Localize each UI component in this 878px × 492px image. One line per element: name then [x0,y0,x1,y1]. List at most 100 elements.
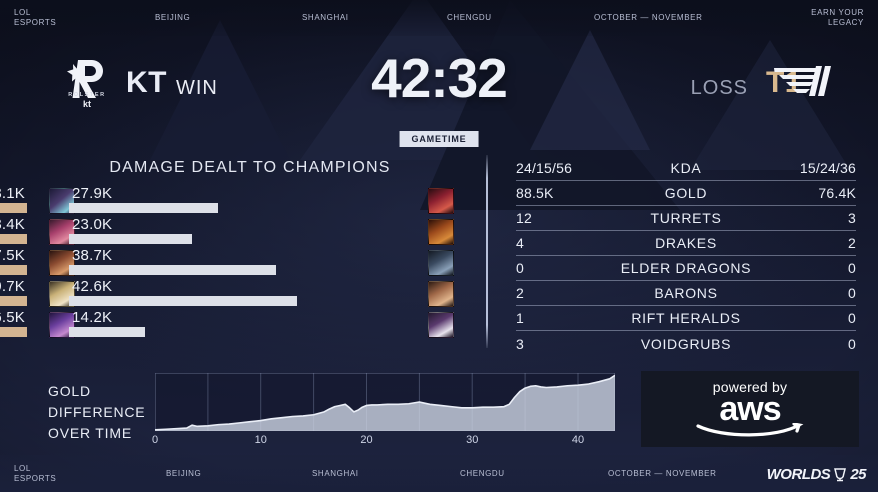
stat-row: 4 DRAKES 2 [516,231,856,256]
stat-value-right: 0 [848,310,856,326]
damage-bar-left [69,296,297,306]
bottom-banner-city-shanghai: SHANGHAI [312,468,359,478]
champion-portrait-9 [428,281,454,307]
top-banner-city-shanghai: SHANGHAI [302,13,349,22]
stat-value-left: 12 [516,210,532,226]
top-banner-dates: OCTOBER — NOVEMBER [594,13,703,22]
game-timer-label: GAMETIME [399,131,479,147]
aws-smile-arrow-icon [696,422,804,437]
damage-bar-left [69,327,145,337]
bottom-banner-brand-line2: ESPORTS [14,473,57,483]
x-axis-tick-label: 40 [571,434,585,446]
bottom-banner-brand: LOL ESPORTS [14,464,56,484]
stat-label: GOLD [664,185,708,201]
top-banner-brand-line2: ESPORTS [14,18,57,27]
damage-bar-right [0,203,27,213]
damage-bar-left [69,234,193,244]
game-timer: 42:32 [371,47,508,109]
x-axis-tick-label: 0 [151,434,159,446]
bottom-banner-city-beijing: BEIJING [166,468,202,478]
bottom-banner-dates: OCTOBER — NOVEMBER [608,468,717,478]
top-banner-tagline-line1: EARN YOUR [811,8,864,17]
x-axis-tick-label: 20 [360,434,373,446]
damage-row: 38.7K 17.5K [0,247,480,279]
aws-wordmark: aws [719,390,781,429]
section-divider [486,155,488,348]
t1-logo [770,62,832,102]
top-banner: LOL ESPORTS BEIJING SHANGHAI CHENGDU OCT… [0,0,878,36]
aws-sponsor-logo: powered by aws [641,371,859,447]
damage-value-right: 39.7K [0,278,25,295]
kt-rolster-logo: ROLSTER kt [56,48,118,110]
stat-value-right: 15/24/36 [799,160,856,176]
damage-row: 14.2K 6.5K [0,309,480,341]
stat-row: 2 BARONS 0 [516,281,856,306]
stat-row: 0 ELDER DRAGONS 0 [516,256,856,281]
stat-label: ELDER DRAGONS [620,260,752,276]
stat-value-right: 0 [848,260,856,276]
stat-value-left: 2 [516,285,524,301]
damage-value-left: 27.9K [72,185,113,202]
damage-section-title: DAMAGE DEALT TO CHAMPIONS [109,159,391,176]
worlds-logo-text: WORLDS [766,466,831,483]
bottom-banner: LOL ESPORTS BEIJING SHANGHAI CHENGDU OCT… [0,455,878,492]
gold-chart-title-line2: DIFFERENCE [48,404,146,420]
damage-row: 27.9K 23.1K [0,185,480,217]
top-banner-brand-line1: LOL [14,8,31,17]
stat-row: 3 VOIDGRUBS 0 [516,331,856,356]
stat-value-left: 24/15/56 [516,160,573,176]
gold-difference-chart [154,372,616,432]
damage-value-right: 17.5K [0,247,25,264]
damage-bar-right [0,296,27,306]
worlds-2025-logo: WORLDS 25 [766,466,867,483]
top-banner-tagline-line2: LEGACY [827,18,864,27]
damage-value-left: 23.0K [72,216,113,233]
bottom-banner-city-chengdu: CHENGDU [460,468,505,478]
right-team-result: LOSS [690,77,748,99]
stat-label: VOIDGRUBS [640,335,732,352]
damage-row: 23.0K 13.4K [0,216,480,248]
left-team-result: WIN [176,77,218,99]
gold-chart-title-line1: GOLD [48,383,91,399]
x-axis-tick-label: 10 [254,434,267,446]
top-banner-city-beijing: BEIJING [155,13,191,22]
damage-bar-right [0,234,27,244]
summoners-cup-icon [834,468,847,482]
bottom-banner-brand-line1: LOL [14,463,31,473]
damage-value-left: 38.7K [72,247,113,264]
left-team-name: KT [126,66,167,99]
stat-row: 88.5K GOLD 76.4K [516,181,856,206]
stat-value-right: 2 [848,235,856,251]
damage-value-right: 23.1K [0,185,25,202]
damage-bar-right [0,327,27,337]
team-stats-table: 24/15/56 KDA 15/24/36 88.5K GOLD 76.4K 12 TURRE… [516,156,856,356]
stat-row: 24/15/56 KDA 15/24/36 [516,156,856,181]
damage-value-left: 14.2K [72,309,113,326]
worlds-logo-year: 25 [850,466,866,483]
gold-chart-x-axis: 0 10 20 30 40 [151,434,615,450]
stat-value-right: 76.4K [818,185,856,201]
damage-value-left: 42.6K [72,278,113,295]
top-banner-city-chengdu: CHENGDU [447,13,492,22]
stat-label: BARONS [654,285,718,301]
champion-portrait-7 [428,219,454,245]
damage-value-right: 13.4K [0,216,25,233]
champion-portrait-6 [428,188,454,214]
stat-value-right: 0 [848,335,856,352]
stat-label: KDA [670,160,702,176]
stat-value-left: 3 [516,335,524,352]
stat-value-right: 3 [848,210,856,226]
champion-portrait-10 [428,312,454,338]
x-axis-tick-label: 30 [466,434,479,446]
gold-chart-title: GOLD DIFFERENCE OVER TIME [48,381,145,444]
stat-value-right: 0 [848,285,856,301]
stat-value-left: 88.5K [516,185,554,201]
stat-value-left: 0 [516,260,524,276]
aws-powered-by-text: powered by [712,379,788,396]
damage-bar-right [0,265,27,275]
gold-chart-title-line3: OVER TIME [48,425,132,441]
stat-label: DRAKES [655,235,717,251]
top-banner-tagline: EARN YOUR LEGACY [811,8,864,28]
damage-bar-left [69,265,277,275]
